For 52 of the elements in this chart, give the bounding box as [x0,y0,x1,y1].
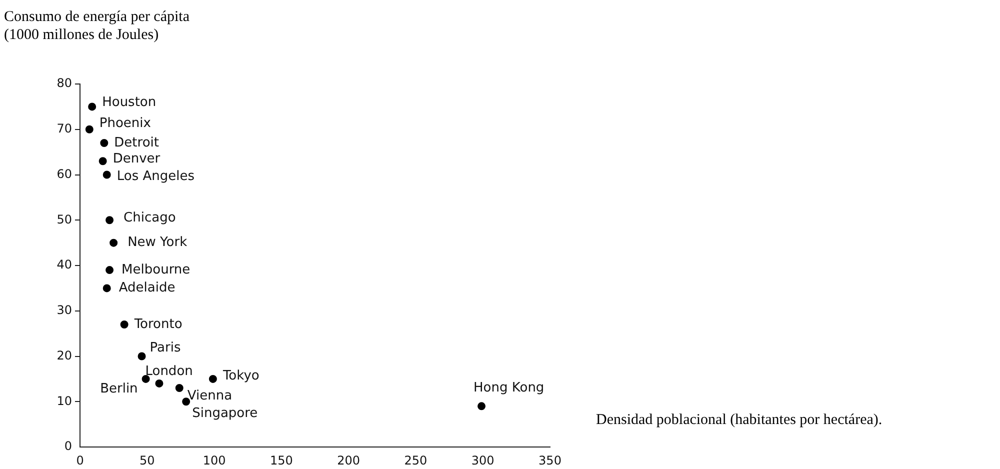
point [88,102,96,111]
point [110,238,118,247]
y-tick-label: 30 [56,303,72,317]
point [98,157,107,166]
x-tick-label: 300 [471,453,494,468]
y-tick-label: 60 [56,166,72,181]
point [106,216,114,224]
point [102,170,111,179]
annotation: Paris [150,340,181,356]
annotation: Adelaide [118,280,176,296]
annotation: Berlin [100,381,138,396]
annotation: Singapore [192,406,258,421]
annotation: Denver [112,152,161,167]
y-tick-label: 50 [56,212,72,226]
x-tick-label: 50 [140,453,155,468]
annotation: Tokyo [222,368,260,384]
annotation: Hong Kong [474,380,544,396]
point [478,402,486,410]
y-tick-label: 0 [64,439,72,454]
x-tick-label: 200 [337,453,360,468]
y-tick-label: 80 [56,76,72,90]
annotation: Toronto [133,316,182,332]
point [155,379,164,388]
point [120,320,128,328]
x-tick-label: 250 [404,453,428,468]
x-axis-title: Densidad poblacional (habitantes por hectárea). [596,412,882,429]
y-tick-label: 70 [56,122,72,136]
annotation: Houston [102,95,156,110]
point [102,284,111,292]
y-axis-title: Consumo de energía per cápita (1000 millones de Joules) [4,8,190,44]
annotation: Detroit [114,135,159,150]
point [100,138,108,147]
annotation: Los Angeles [116,169,195,184]
annotation: Chicago [124,210,176,226]
point [175,384,184,392]
x-tick-label: 350 [538,453,562,468]
point [142,374,150,383]
point [85,125,94,134]
x-tick-label: 0 [76,453,84,468]
annotation: Melbourne [122,262,190,278]
x-tick-label: 150 [270,453,293,468]
annotation: Phoenix [99,116,152,131]
point [106,266,114,274]
y-tick-label: 40 [56,258,72,272]
annotation: London [145,364,193,379]
point [208,374,217,383]
x-tick-label: 100 [202,453,226,468]
y-tick-label: 10 [56,394,72,408]
annotation: Vienna [187,388,232,404]
annotation: New York [128,235,188,250]
point [138,352,146,360]
y-tick-label: 20 [56,348,72,362]
